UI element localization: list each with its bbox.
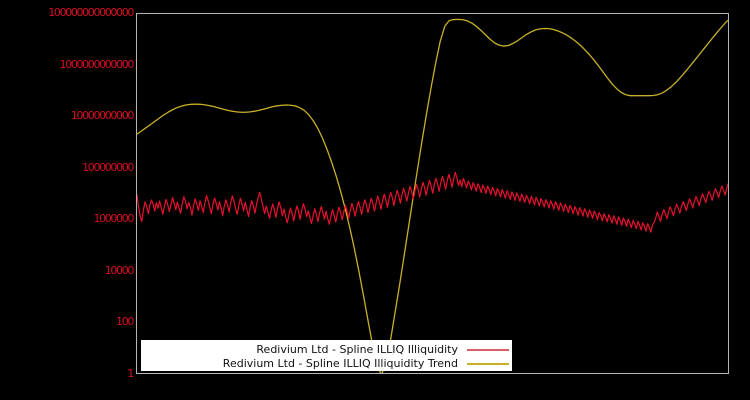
series-line-trend bbox=[137, 18, 728, 373]
y-tick-label: 1 bbox=[127, 367, 134, 380]
y-axis: 100000000000000 1000000000000 10000000000 1… bbox=[0, 0, 135, 400]
y-tick-label: 1000000000000 bbox=[59, 57, 135, 71]
y-tick-label: 100 bbox=[116, 315, 134, 329]
series-line-illiquidity bbox=[137, 171, 728, 233]
legend-label-trend: Redivium Ltd - Spline ILLIQ Illiquidity … bbox=[222, 356, 458, 370]
y-tick-label: 1000000 bbox=[93, 212, 134, 226]
y-tick-label: 10000000000 bbox=[70, 109, 134, 123]
legend-swatch-illiquidity bbox=[467, 348, 509, 351]
legend-swatch-trend bbox=[467, 362, 509, 365]
legend[interactable]: Redivium Ltd - Spline ILLIQ Illiquidity … bbox=[141, 340, 512, 371]
legend-entry-trend[interactable]: Redivium Ltd - Spline ILLIQ Illiquidity … bbox=[142, 356, 513, 371]
y-tick-label: 100000000 bbox=[82, 160, 134, 174]
plot-svg bbox=[137, 18, 728, 373]
legend-label-illiquidity: Redivium Ltd - Spline ILLIQ Illiquidity bbox=[256, 342, 458, 356]
legend-entry-illiquidity[interactable]: Redivium Ltd - Spline ILLIQ Illiquidity bbox=[142, 342, 513, 357]
y-tick-label: 100000000000000 bbox=[48, 6, 134, 19]
plot-area bbox=[136, 13, 729, 374]
y-tick-label: 10000 bbox=[104, 263, 135, 277]
